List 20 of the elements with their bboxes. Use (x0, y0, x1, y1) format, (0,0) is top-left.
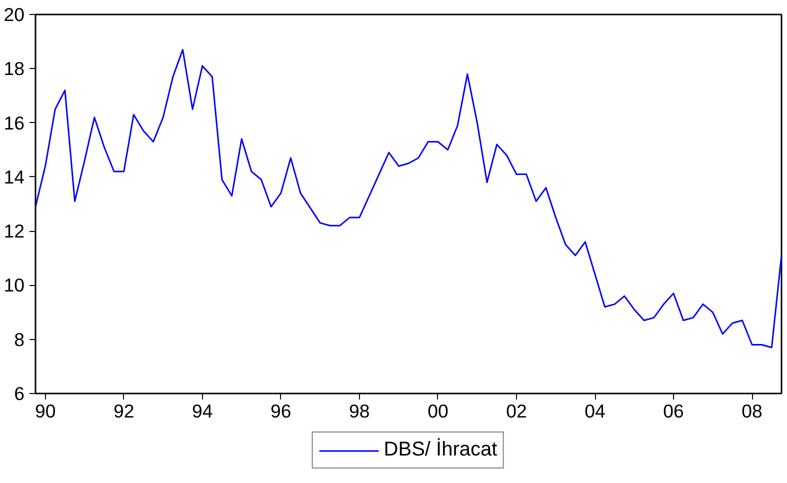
y-tick-label: 18 (4, 58, 25, 80)
x-tick-label: 92 (113, 400, 134, 422)
x-tick-label: 08 (742, 400, 762, 422)
y-tick-label: 10 (4, 274, 25, 296)
x-tick-label: 00 (428, 400, 448, 422)
line-series (36, 48, 782, 348)
y-tick-label: 8 (14, 328, 25, 350)
y-tick-label: 20 (4, 4, 25, 25)
y-tick-label: 14 (4, 166, 25, 188)
y-tick-label: 6 (14, 383, 25, 404)
x-tick-label: 98 (349, 400, 370, 422)
x-tick-label: 02 (506, 400, 527, 422)
x-tick-label: 94 (192, 400, 213, 422)
x-tick-label: 04 (584, 400, 606, 422)
x-tick-label: 96 (270, 400, 292, 422)
x-tick-label: 90 (34, 400, 56, 422)
y-tick-label: 12 (4, 220, 25, 242)
x-tick-label: 06 (663, 400, 684, 422)
y-tick-label: 16 (4, 112, 25, 134)
legend-label: DBS/ İhracat (384, 438, 498, 462)
